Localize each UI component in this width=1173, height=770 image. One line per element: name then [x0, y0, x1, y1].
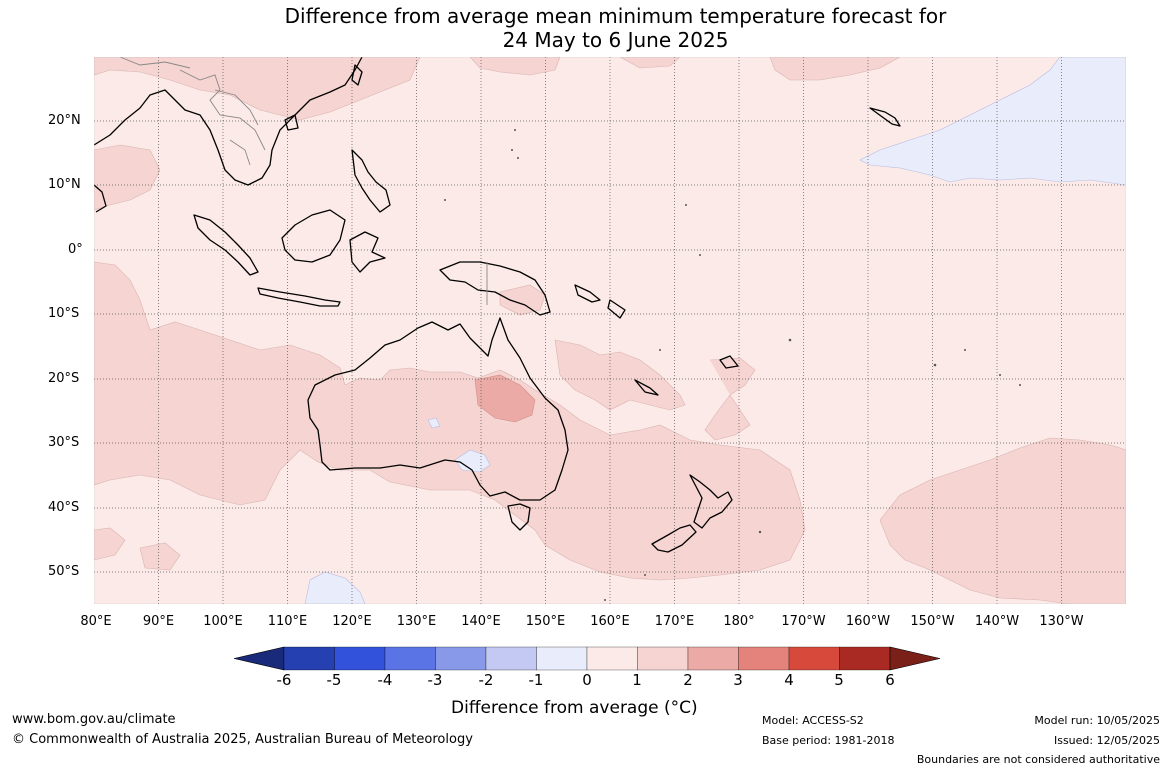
colorbar-segments — [233, 646, 941, 671]
lon-label-170e: 170°E — [654, 614, 695, 629]
colorbar-extend-low — [233, 646, 285, 671]
new-guinea-coastline — [439, 261, 551, 316]
lon-label-140e: 140°E — [461, 614, 501, 629]
colorbar-tick: 5 — [834, 671, 844, 689]
country-borders — [119, 57, 488, 305]
borneo-coastline — [281, 209, 346, 263]
colorbar-tick: 0 — [582, 671, 592, 689]
lat-label-50s: 50°S — [48, 564, 80, 579]
anomaly-0-to-minus1-regions — [304, 57, 1126, 604]
colorbar-tick: 2 — [683, 671, 693, 689]
anomaly-2-to-3-region — [474, 374, 536, 423]
colorbar-tick: 1 — [632, 671, 642, 689]
colorbar-tick: -6 — [276, 671, 292, 689]
lon-label-150w: 150°W — [910, 614, 955, 629]
colorbar-segment — [687, 646, 739, 671]
lat-label-30s: 30°S — [48, 435, 80, 450]
map-title: Difference from average mean minimum tem… — [0, 4, 1173, 52]
australia-coastline — [307, 317, 569, 501]
lat-label-20s: 20°S — [48, 371, 80, 386]
forecast-map — [94, 57, 1126, 604]
lon-label-150e: 150°E — [525, 614, 566, 629]
colorbar-segment — [435, 646, 487, 671]
philippines-coastline — [351, 149, 391, 213]
lon-label-130w: 130°W — [1039, 614, 1084, 629]
colorbar-segment — [839, 646, 891, 671]
colorbar-segment — [788, 646, 840, 671]
colorbar-label: Difference from average (°C) — [451, 698, 698, 718]
copyright-text: © Commonwealth of Australia 2025, Austra… — [12, 732, 473, 747]
model-name: Model: ACCESS-S2 — [762, 714, 864, 727]
map-title-line2: 24 May to 6 June 2025 — [502, 28, 729, 52]
colorbar-segment — [738, 646, 790, 671]
lon-label-90e: 90°E — [142, 614, 175, 629]
lon-label-130e: 130°E — [396, 614, 437, 629]
colorbar-tick: -2 — [478, 671, 494, 689]
lat-label-10s: 10°S — [48, 306, 80, 321]
colorbar-tick: 4 — [784, 671, 794, 689]
asia-mainland-coastline — [94, 57, 363, 186]
lon-label-100e: 100°E — [203, 614, 243, 629]
java-coastline — [257, 287, 341, 307]
boundaries-disclaimer: Boundaries are not considered authoritat… — [916, 753, 1160, 766]
lon-label-160w: 160°W — [845, 614, 891, 629]
model-run-date: Model run: 10/05/2025 — [1034, 714, 1160, 727]
colorbar-tick: 3 — [733, 671, 743, 689]
lon-label-160e: 160°E — [590, 614, 630, 629]
new-zealand-coastline — [689, 474, 733, 529]
lon-label-170w: 170°W — [781, 614, 826, 629]
colorbar-segment — [283, 646, 335, 671]
colorbar-segment — [536, 646, 588, 671]
lat-label-10n: 10°N — [48, 177, 81, 192]
map-title-line1: Difference from average mean minimum tem… — [284, 4, 947, 28]
website-link[interactable]: www.bom.gov.au/climate — [12, 712, 176, 727]
lon-label-80e: 80°E — [80, 614, 112, 629]
colorbar-tick: 6 — [885, 671, 895, 689]
colorbar-segment — [384, 646, 436, 671]
colorbar-tick: -5 — [326, 671, 342, 689]
colorbar-tick: -3 — [427, 671, 443, 689]
lon-label-110e: 110°E — [267, 614, 308, 629]
colorbar-segment — [586, 646, 638, 671]
lon-label-120e: 120°E — [332, 614, 372, 629]
colorbar-segment — [334, 646, 386, 671]
lon-label-140w: 140°W — [974, 614, 1020, 629]
colorbar-tick: -4 — [377, 671, 393, 689]
colorbar-segment — [485, 646, 537, 671]
lat-label-40s: 40°S — [48, 500, 80, 515]
sulawesi-coastline — [349, 231, 386, 273]
colorbar-segment — [637, 646, 689, 671]
base-period: Base period: 1981-2018 — [762, 734, 895, 747]
colorbar-extend-high — [889, 646, 941, 671]
coastlines — [94, 57, 901, 553]
sumatra-coastline — [193, 214, 259, 276]
lon-label-180: 180° — [723, 614, 755, 629]
lat-label-20n: 20°N — [48, 113, 81, 128]
small-islands — [444, 129, 1021, 601]
lat-label-equator: 0° — [68, 242, 83, 257]
issued-date: Issued: 12/05/2025 — [1053, 734, 1160, 747]
anomaly-1-to-2-regions — [94, 57, 1126, 604]
colorbar-tick: -1 — [528, 671, 544, 689]
graticule — [94, 57, 1126, 604]
